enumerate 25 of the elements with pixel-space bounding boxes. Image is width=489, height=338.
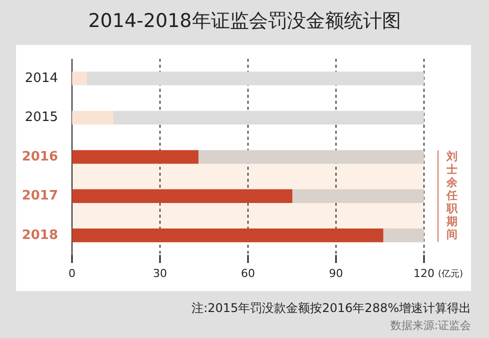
bar (198, 150, 424, 164)
chart-title: 2014-2018年证监会罚没金额统计图 (87, 9, 402, 34)
bar (72, 72, 87, 86)
bar (72, 110, 114, 124)
x-axis-title: (亿元) (438, 268, 464, 280)
bar (382, 228, 424, 242)
x-tick-label: 30 (153, 266, 167, 280)
y-tick-label: 2014 (24, 70, 58, 86)
bar (72, 189, 292, 203)
y-tick-label: 2017 (22, 188, 58, 204)
x-tick-label: 60 (241, 266, 255, 280)
band-label: 刘士余任职期间 (446, 150, 458, 241)
bar (292, 189, 424, 203)
x-tick-label: 120 (414, 266, 434, 280)
bar (72, 150, 198, 164)
source-note: 数据来源:证监会 (389, 318, 471, 334)
bar (112, 110, 424, 124)
x-tick-label: 90 (329, 266, 343, 280)
x-tick-label: 0 (68, 266, 76, 280)
bar (86, 72, 424, 86)
text: 注:2015年罚没款金额按2016年288%增速计算得出 (192, 300, 471, 317)
y-tick-label: 2016 (22, 149, 58, 164)
bar (72, 228, 384, 242)
y-tick-label: 2015 (24, 110, 58, 126)
y-tick-label: 2018 (22, 228, 58, 243)
